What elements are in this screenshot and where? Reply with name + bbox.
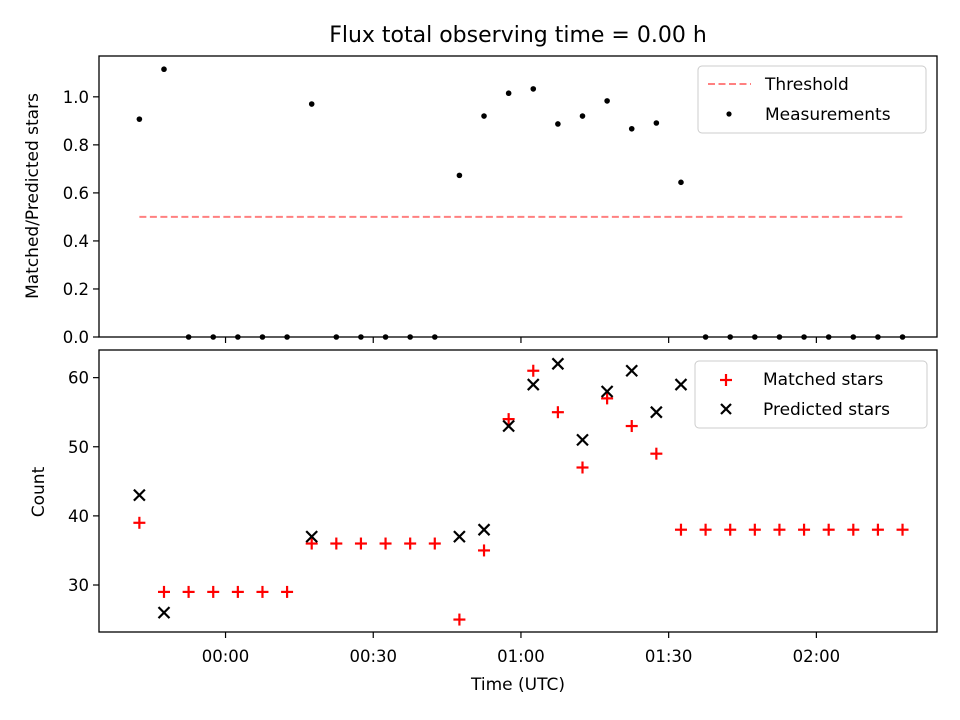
ratio-y-tick-label: 1.0 — [63, 88, 89, 107]
matched-star-point — [478, 544, 491, 557]
legend-measurements-swatch — [726, 111, 732, 117]
measurement-point — [481, 113, 487, 119]
predicted-star-point — [133, 488, 146, 502]
count-panel: Count Time (UTC) 30 40 50 60 00:00 00:30 01:00… — [29, 349, 938, 695]
matched-star-point — [625, 420, 638, 433]
ratio-y-tick-label: 0.4 — [63, 232, 89, 251]
predicted-star-point — [526, 378, 540, 391]
predicted-star-point — [477, 523, 491, 536]
matched-star-point — [231, 585, 244, 598]
matched-star-point — [256, 585, 269, 598]
matched-star-point — [551, 406, 564, 419]
matched-star-point — [650, 447, 663, 460]
legend-predicted-swatch — [720, 403, 732, 415]
matched-star-point — [724, 523, 737, 536]
legend-measurements-label: Measurements — [765, 105, 891, 125]
ratio-legend-box — [697, 65, 927, 134]
matched-star-point — [798, 523, 811, 536]
predicted-star-point — [551, 357, 565, 371]
matched-star-point — [330, 537, 343, 550]
matched-star-point — [847, 523, 860, 536]
matched-star-point — [453, 613, 466, 626]
count-y-tick-label: 30 — [68, 576, 89, 595]
predicted-star-point — [502, 419, 515, 433]
matched-star-point — [182, 585, 195, 598]
predicted-star-point — [157, 606, 171, 619]
predicted-star-point — [453, 530, 466, 543]
measurement-point — [136, 116, 143, 122]
legend-matched-label: Matched stars — [763, 370, 883, 390]
ratio-y-tick-label: 0.8 — [63, 136, 89, 155]
matched-star-point — [748, 523, 761, 536]
x-axis-label: Time (UTC) — [470, 675, 565, 695]
predicted-star-point — [650, 405, 663, 419]
measurement-point — [530, 86, 537, 92]
predicted-star-point — [576, 433, 589, 447]
matched-star-point — [822, 523, 835, 536]
ratio-legend: Threshold Measurements — [697, 65, 927, 134]
measurement-point — [653, 120, 660, 126]
ratio-plot-area: 0.0 0.2 0.4 0.6 0.8 1.0 — [63, 66, 906, 347]
x-tick-label: 02:00 — [793, 647, 841, 666]
ratio-panel: Flux total observing time = 0.00 h Match… — [23, 23, 938, 347]
measurement-point — [678, 179, 684, 186]
count-legend-box — [694, 360, 928, 429]
count-y-tick-label: 60 — [68, 369, 89, 388]
count-y-axis-label: Count — [29, 466, 49, 517]
ratio-y-axis-label: Matched/Predicted stars — [23, 93, 43, 299]
matched-star-point — [354, 537, 367, 550]
matched-star-point — [404, 537, 417, 550]
matched-star-point — [674, 523, 687, 536]
count-plot-area: 30 40 50 60 00:00 00:30 01:00 01:30 02:00 — [68, 357, 909, 666]
ratio-y-tick-label: 0.6 — [63, 184, 89, 203]
matched-star-point — [379, 537, 392, 550]
count-y-tick-label: 40 — [68, 507, 89, 526]
matched-star-point — [871, 523, 884, 536]
ratio-y-tick-label: 0.0 — [63, 328, 89, 347]
measurement-point — [604, 98, 610, 104]
legend-threshold-label: Threshold — [764, 75, 849, 95]
count-legend: Matched stars Predicted stars — [694, 360, 928, 429]
matched-star-point — [527, 364, 540, 377]
legend-matched-swatch — [720, 374, 732, 386]
matched-star-point — [207, 585, 220, 598]
matched-star-point — [896, 523, 909, 536]
measurement-point — [456, 172, 463, 179]
count-plot-frame — [98, 349, 938, 633]
matched-star-point — [281, 585, 294, 598]
measurement-point — [505, 90, 512, 97]
x-tick-label: 01:30 — [645, 647, 693, 666]
matched-star-point — [133, 516, 146, 529]
predicted-star-point — [674, 378, 688, 391]
x-tick-label: 01:00 — [497, 647, 545, 666]
legend-predicted-label: Predicted stars — [763, 400, 890, 420]
measurement-point — [555, 121, 561, 127]
predicted-star-point — [625, 364, 639, 378]
measurement-point — [308, 101, 315, 107]
matched-star-point — [157, 585, 170, 598]
count-y-tick-label: 50 — [68, 438, 89, 457]
measurement-point — [579, 113, 586, 119]
matched-star-point — [601, 392, 614, 405]
matched-star-point — [773, 523, 786, 536]
matched-star-point — [502, 413, 515, 426]
measurement-point — [161, 66, 167, 73]
matched-star-point — [576, 461, 589, 474]
measurement-point — [628, 125, 635, 132]
ratio-plot-frame — [98, 55, 938, 338]
matched-star-point — [699, 523, 712, 536]
predicted-star-point — [305, 530, 318, 543]
chart-title: Flux total observing time = 0.00 h — [329, 23, 707, 48]
predicted-star-point — [600, 385, 614, 398]
x-tick-label: 00:00 — [202, 647, 250, 666]
matched-star-point — [428, 537, 441, 550]
x-tick-label: 00:30 — [349, 647, 397, 666]
ratio-y-tick-label: 0.2 — [63, 280, 89, 299]
matched-star-point — [305, 537, 318, 550]
